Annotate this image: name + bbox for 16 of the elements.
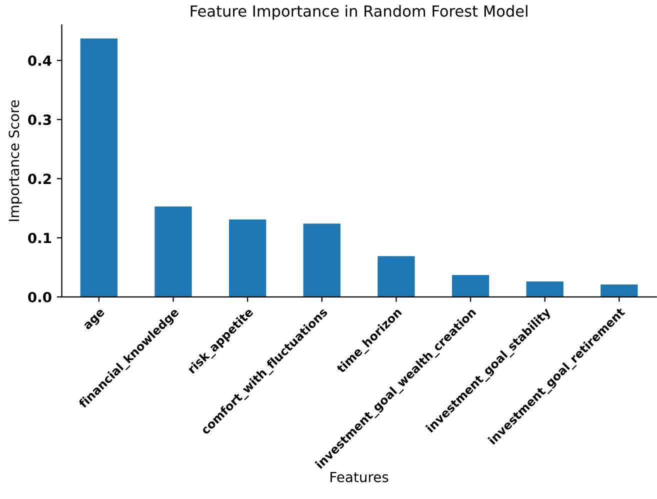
y-tick-label: 0.4 [28, 55, 52, 66]
bar [154, 206, 192, 297]
y-axis-title: Importance Score [8, 100, 22, 222]
bar [303, 224, 340, 297]
bar [600, 284, 638, 297]
y-tick-label: 0.1 [28, 232, 52, 244]
bar [80, 38, 118, 297]
y-tick-label: 0.0 [28, 292, 52, 302]
bar [452, 275, 490, 297]
y-tick-label: 0.2 [28, 174, 51, 184]
x-axis-title: Features [330, 472, 388, 482]
bar [526, 282, 564, 297]
y-tick-label: 0.3 [28, 114, 51, 126]
bar [378, 256, 415, 297]
bar [228, 219, 266, 297]
chart-title: Feature Importance in Random Forest Model [190, 5, 528, 20]
